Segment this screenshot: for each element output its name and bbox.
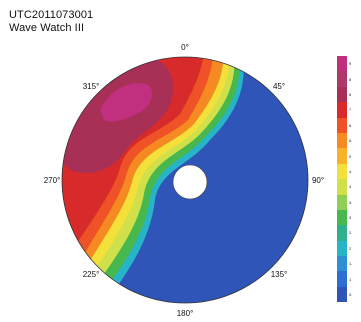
colorbar-segment: 3	[337, 209, 361, 226]
angle-label: 0°	[181, 43, 189, 52]
colorbar-segment: 4	[337, 179, 361, 195]
colorbar-swatch	[337, 286, 347, 303]
colorbar-swatch	[337, 148, 347, 164]
colorbar-label: 6.	[349, 122, 353, 128]
colorbar-swatch	[337, 225, 347, 241]
colorbar-swatch	[337, 256, 347, 272]
colorbar-segment: 4.	[337, 163, 361, 180]
colorbar-label: 7	[349, 107, 352, 113]
angle-label: 90°	[312, 176, 324, 185]
colorbar-label: 8	[349, 76, 352, 82]
colorbar-label: 0.	[349, 292, 353, 298]
angle-label: 180°	[177, 309, 194, 318]
colorbar-label: 6.	[349, 138, 353, 144]
colorbar-label: 2.	[349, 230, 353, 236]
colorbar-swatch	[337, 102, 347, 118]
colorbar-label: 1	[349, 276, 352, 282]
model-run-timestamp: UTC2011073001	[9, 9, 94, 21]
colorbar-swatch	[337, 117, 347, 133]
colorbar-swatch	[337, 163, 347, 180]
colorbar-label: 5	[349, 153, 352, 159]
colorbar-label: 4.	[349, 168, 353, 174]
colorbar-segment: 6.	[337, 117, 361, 133]
angle-label: 315°	[83, 82, 100, 91]
colorbar-segment: 2	[337, 240, 361, 257]
colorbar-segment: 6.	[337, 132, 361, 149]
colorbar-swatch	[337, 56, 347, 72]
colorbar-segment: 1.	[337, 256, 361, 272]
colorbar-swatch	[337, 86, 347, 103]
colorbar-swatch	[337, 209, 347, 226]
colorbar-label: 2	[349, 245, 352, 251]
colorbar-swatch	[337, 132, 347, 149]
colorbar-swatch	[337, 194, 347, 210]
colorbar-segment: 3.	[337, 194, 361, 210]
colorbar-segment: 0.	[337, 286, 361, 303]
colorbar-segment: 8	[337, 71, 361, 87]
colorbar-swatch	[337, 271, 347, 287]
model-name: Wave Watch III	[9, 22, 85, 34]
angle-label: 45°	[273, 82, 285, 91]
angle-label: 225°	[83, 270, 100, 279]
colorbar-swatch	[337, 179, 347, 195]
colorbar-swatch	[337, 71, 347, 87]
colorbar-legend: 9 8 8 7 6. 6. 5 4. 4 3. 3 2. 2 1. 1 0.	[337, 56, 361, 303]
colorbar-label: 1.	[349, 261, 353, 267]
colorbar-segment: 9	[337, 56, 361, 72]
colorbar-label: 8	[349, 91, 352, 97]
angle-label: 135°	[271, 270, 288, 279]
colorbar-segment: 7	[337, 102, 361, 118]
colorbar-segment: 2.	[337, 225, 361, 241]
colorbar-label: 3.	[349, 199, 353, 205]
colorbar-segment: 8	[337, 86, 361, 103]
colorbar-swatch	[337, 240, 347, 257]
colorbar-label: 9	[349, 61, 352, 67]
angle-label: 270°	[44, 176, 61, 185]
colorbar-label: 4	[349, 184, 352, 190]
colorbar-segment: 1	[337, 271, 361, 287]
colorbar-segment: 5	[337, 148, 361, 164]
colorbar-label: 3	[349, 215, 352, 221]
